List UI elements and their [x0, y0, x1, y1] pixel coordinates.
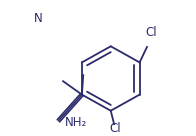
Text: Cl: Cl [145, 26, 157, 39]
Text: Cl: Cl [109, 122, 121, 135]
Text: NH₂: NH₂ [65, 116, 87, 129]
Text: N: N [34, 12, 43, 25]
